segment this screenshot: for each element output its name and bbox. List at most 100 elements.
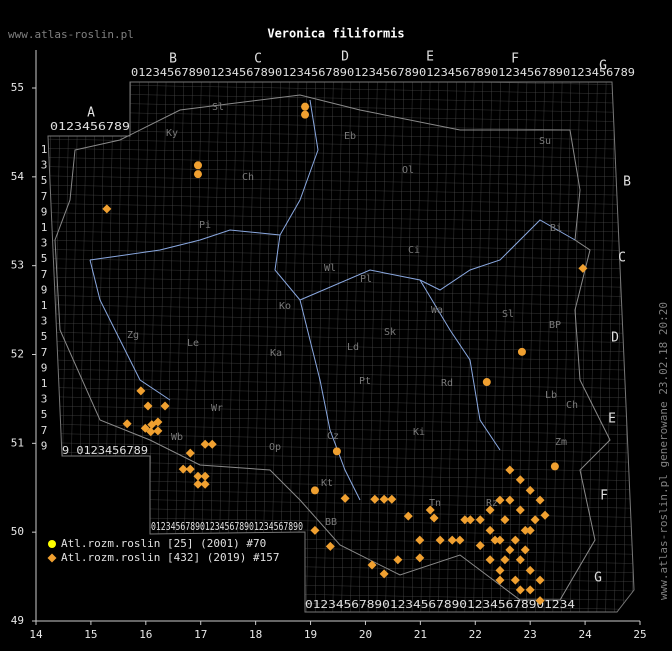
grid-letter: G	[599, 59, 607, 74]
x-tick-label: 20	[359, 628, 372, 641]
point	[500, 515, 510, 525]
point	[178, 464, 188, 474]
x-tick-label: 15	[84, 628, 97, 641]
point	[301, 102, 310, 111]
region-label: BB	[325, 517, 337, 528]
point	[525, 565, 535, 575]
point	[387, 494, 397, 504]
point	[525, 525, 535, 535]
point	[200, 479, 210, 489]
point	[505, 545, 515, 555]
y-tick-label: 50	[11, 525, 24, 538]
y-tick-label: 53	[11, 259, 24, 272]
region-label: Ld	[347, 342, 359, 353]
point	[535, 495, 545, 505]
point	[495, 575, 505, 585]
region-label: Lb	[545, 390, 557, 401]
point	[505, 465, 515, 475]
x-tick-label: 21	[414, 628, 427, 641]
point	[515, 585, 525, 595]
point	[515, 475, 525, 485]
y-tick-label: 51	[11, 436, 24, 449]
region-label: Ch	[242, 172, 254, 183]
point	[153, 426, 163, 436]
grid-letter: A	[87, 106, 95, 121]
region-label: Ki	[413, 427, 425, 438]
point	[379, 569, 389, 579]
point	[435, 535, 445, 545]
region-label: Ko	[279, 301, 291, 312]
atlas-frame	[47, 81, 635, 613]
point	[415, 535, 425, 545]
point	[495, 495, 505, 505]
point	[325, 541, 335, 551]
point	[193, 170, 202, 179]
legend-marker	[48, 540, 56, 548]
region-label: Sk	[384, 327, 396, 338]
region-label: Wb	[171, 432, 183, 443]
point	[485, 525, 495, 535]
grid-letter: C	[254, 52, 262, 67]
region-label: Le	[187, 338, 199, 349]
point	[429, 513, 439, 523]
grid-digits: 0123456789012345678901234567890123456789…	[131, 66, 635, 79]
x-tick-label: 18	[249, 628, 262, 641]
region-label: Ch	[566, 400, 578, 411]
grid-digits: 01234567890123456789012345678901234	[305, 598, 575, 611]
point	[310, 486, 319, 495]
river	[89, 259, 501, 451]
region-label: Ka	[270, 348, 282, 359]
region-label: Sl	[212, 102, 224, 113]
region-label: Rz	[486, 498, 498, 509]
chart-title: Veronica filiformis	[267, 27, 404, 41]
grid-letter: F	[511, 52, 519, 67]
region-label: Sl	[502, 309, 514, 320]
x-tick-label: 24	[578, 628, 592, 641]
point	[578, 263, 588, 273]
point	[153, 417, 163, 427]
region-label: Wr	[211, 403, 223, 414]
x-tick-label: 25	[633, 628, 646, 641]
point	[520, 545, 530, 555]
region-label: Rd	[441, 378, 453, 389]
grid-letter: D	[611, 331, 619, 346]
point	[425, 505, 435, 515]
region-label: Pi	[199, 220, 211, 231]
point	[310, 525, 320, 535]
region-label: Pl	[360, 274, 372, 285]
point	[525, 585, 535, 595]
grid-letter: E	[608, 412, 616, 427]
region-label: Bi	[550, 223, 562, 234]
grid-digits: 9 0123456789	[62, 444, 148, 457]
x-tick-label: 19	[304, 628, 317, 641]
grid-letter: B	[623, 175, 631, 190]
point	[340, 493, 350, 503]
x-tick-label: 23	[524, 628, 537, 641]
point	[495, 565, 505, 575]
region-label: Kt	[321, 478, 333, 489]
point	[393, 555, 403, 565]
grid-letter: G	[594, 571, 602, 586]
point	[482, 378, 491, 387]
point	[485, 505, 495, 515]
grid-letter: E	[426, 50, 434, 65]
grid-digits: 0123456789012345678901234567890	[151, 520, 303, 533]
y-tick-label: 54	[11, 170, 25, 183]
point	[193, 471, 203, 481]
grid-letter: C	[618, 251, 626, 266]
point	[515, 505, 525, 515]
point	[485, 555, 495, 565]
footer: www.atlas-roslin.pl generowane 23.02.18 …	[657, 302, 670, 600]
point	[535, 596, 545, 606]
y-tick-label: 55	[11, 81, 24, 94]
region-label: Su	[539, 136, 551, 147]
axes: 14 15 16 17 18 19 20 21 22 23 24 25 49 50 51 52 53 54 55	[11, 50, 647, 641]
x-tick-label: 16	[139, 628, 152, 641]
region-label: Ky	[166, 128, 178, 139]
region-label: BP	[549, 320, 561, 331]
point	[475, 540, 485, 550]
point	[525, 485, 535, 495]
region-label: Zg	[127, 330, 139, 341]
